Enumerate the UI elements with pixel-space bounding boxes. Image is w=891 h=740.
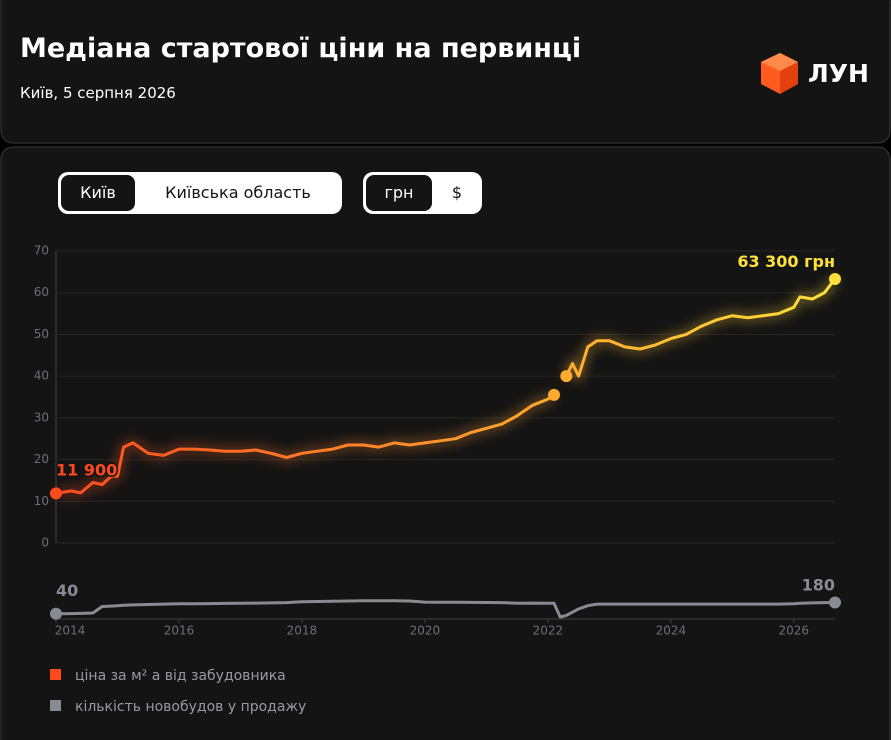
- x-tick-label: 2022: [533, 624, 564, 638]
- legend-label: кількість новобудов у продажу: [75, 699, 306, 715]
- y-tick-label: 10: [34, 494, 49, 508]
- logo-icon: [761, 53, 798, 94]
- legend-swatch: [50, 700, 61, 711]
- legend-swatch: [50, 669, 61, 680]
- header-card: [0, 0, 891, 144]
- x-tick-label: 2026: [779, 624, 810, 638]
- toggle-option[interactable]: грн: [384, 183, 413, 202]
- x-tick-label: 2014: [55, 624, 86, 638]
- start-label: 40: [56, 581, 78, 600]
- point: [50, 607, 62, 620]
- chart-card: [0, 146, 891, 740]
- title: Медіана стартової ціни на первинці: [20, 33, 581, 64]
- toggle-option[interactable]: Київ: [80, 183, 116, 202]
- y-tick-label: 20: [34, 452, 49, 466]
- end-label: 63 300 грн: [737, 252, 835, 271]
- point: [560, 370, 573, 383]
- point: [50, 487, 62, 500]
- y-tick-label: 0: [41, 536, 49, 550]
- toggle-option[interactable]: Київська область: [165, 183, 311, 202]
- x-tick-label: 2020: [410, 624, 441, 638]
- toggle-selected[interactable]: [61, 175, 135, 211]
- logo: ЛУН: [808, 59, 869, 88]
- y-tick-label: 60: [34, 285, 49, 299]
- y-tick-label: 30: [34, 410, 49, 424]
- x-tick-label: 2018: [287, 624, 318, 638]
- y-tick-label: 70: [34, 244, 49, 258]
- line: [55, 277, 837, 495]
- toggle-option[interactable]: $: [452, 183, 462, 202]
- y-tick-label: 40: [34, 369, 49, 383]
- x-tick-label: 2024: [656, 624, 687, 638]
- line: [55, 599, 836, 619]
- start-label: 11 900: [56, 460, 117, 479]
- toggle-selected[interactable]: [366, 175, 432, 211]
- point: [548, 388, 561, 401]
- point: [829, 272, 841, 285]
- legend-label: ціна за м² а від забудовника: [75, 668, 286, 684]
- end-label: 180: [802, 575, 835, 594]
- point: [829, 596, 841, 609]
- subtitle: Київ, 5 серпня 2026: [20, 84, 176, 102]
- x-tick-label: 2016: [164, 624, 195, 638]
- y-tick-label: 50: [34, 327, 49, 341]
